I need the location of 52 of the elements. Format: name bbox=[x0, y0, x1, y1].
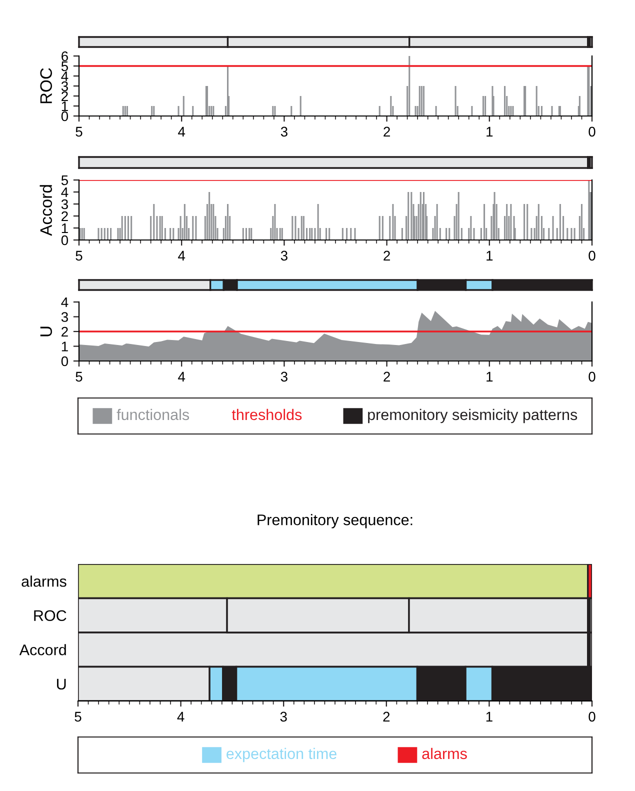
legend-label: expectation time bbox=[226, 748, 336, 762]
x-tick-label: 3 bbox=[280, 250, 288, 261]
y-tick-label: 5 bbox=[61, 175, 68, 186]
x-tick-label: 4 bbox=[178, 250, 186, 260]
y-tick-label: 0 bbox=[61, 111, 68, 122]
y-tick-label: U bbox=[57, 678, 66, 690]
chart-title: Premonitory sequence: bbox=[258, 514, 412, 528]
y-tick-label: 2 bbox=[62, 326, 68, 337]
x-tick-label: 4 bbox=[178, 126, 186, 136]
x-tick-label: 3 bbox=[280, 126, 288, 137]
y-tick-label: ROC bbox=[34, 610, 66, 622]
y-tick-label: 4 bbox=[61, 71, 68, 82]
y-tick-label: 1 bbox=[62, 342, 68, 352]
x-tick-label: 5 bbox=[76, 126, 82, 137]
y-tick-label: alarms bbox=[22, 576, 66, 587]
legend-label: alarms bbox=[422, 748, 467, 760]
x-tick-label: 1 bbox=[486, 126, 493, 136]
x-tick-label: 2 bbox=[383, 712, 390, 722]
x-tick-label: 0 bbox=[588, 250, 596, 261]
x-tick-label: 0 bbox=[588, 126, 596, 137]
legend-label: functionals bbox=[116, 408, 190, 420]
x-tick-label: 1 bbox=[486, 372, 493, 382]
y-tick-label: 1 bbox=[62, 101, 68, 112]
y-tick-label: 6 bbox=[62, 51, 68, 62]
y-tick-label: 2 bbox=[62, 91, 68, 102]
x-tick-label: 4 bbox=[177, 712, 184, 722]
x-tick-label: 5 bbox=[76, 250, 82, 261]
y-tick-label: 1 bbox=[62, 223, 68, 234]
y-tick-label: 5 bbox=[61, 61, 68, 72]
y-tick-label: 3 bbox=[61, 199, 68, 210]
x-tick-label: 2 bbox=[384, 250, 390, 260]
x-tick-label: 1 bbox=[486, 712, 492, 722]
x-tick-label: 4 bbox=[178, 372, 186, 382]
x-tick-label: 2 bbox=[384, 372, 390, 382]
x-tick-label: 1 bbox=[486, 250, 493, 260]
x-tick-label: 5 bbox=[76, 372, 82, 382]
y-tick-label: Accord bbox=[19, 644, 66, 656]
x-tick-label: 3 bbox=[280, 712, 287, 722]
y-tick-label: 0 bbox=[61, 235, 68, 246]
x-tick-label: 5 bbox=[74, 712, 82, 722]
x-tick-label: 0 bbox=[588, 712, 596, 722]
y-tick-label: 4 bbox=[61, 187, 68, 198]
legend-label: premonitory seismicity patterns bbox=[368, 408, 578, 424]
y-tick-label: 3 bbox=[61, 312, 68, 322]
y-tick-label: 0 bbox=[61, 356, 68, 366]
y-tick-label: 2 bbox=[62, 211, 68, 222]
y-tick-label: 4 bbox=[61, 297, 68, 308]
x-tick-label: 3 bbox=[280, 372, 288, 382]
y-tick-label: 3 bbox=[61, 81, 68, 92]
legend-label: thresholds bbox=[232, 408, 302, 420]
x-tick-label: 0 bbox=[588, 372, 596, 382]
x-tick-label: 2 bbox=[384, 126, 390, 136]
